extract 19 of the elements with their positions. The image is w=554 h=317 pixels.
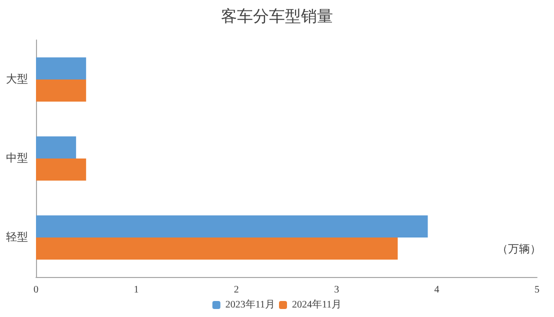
x-tick-label: 3: [334, 284, 340, 296]
y-tick-label: 中型: [6, 152, 28, 164]
y-tick-label: 大型: [6, 72, 28, 86]
bar: [36, 215, 428, 238]
bar: [36, 238, 398, 260]
bar: [36, 80, 86, 102]
chart-title: 客车分车型销量: [221, 8, 333, 26]
legend-label: 2023年11月: [225, 298, 276, 310]
x-axis-title: （万辆）: [497, 244, 541, 256]
legend-label: 2024年11月: [292, 298, 342, 310]
x-tick-label: 5: [534, 284, 540, 296]
y-tick-label: 轻型: [6, 232, 28, 244]
bar: [36, 136, 76, 158]
x-tick-label: 1: [134, 284, 139, 296]
bar: [36, 158, 86, 181]
bar: [36, 57, 86, 80]
x-tick-label: 2: [234, 284, 239, 296]
x-tick-label: 0: [34, 284, 38, 296]
x-tick-label: 4: [434, 284, 440, 296]
